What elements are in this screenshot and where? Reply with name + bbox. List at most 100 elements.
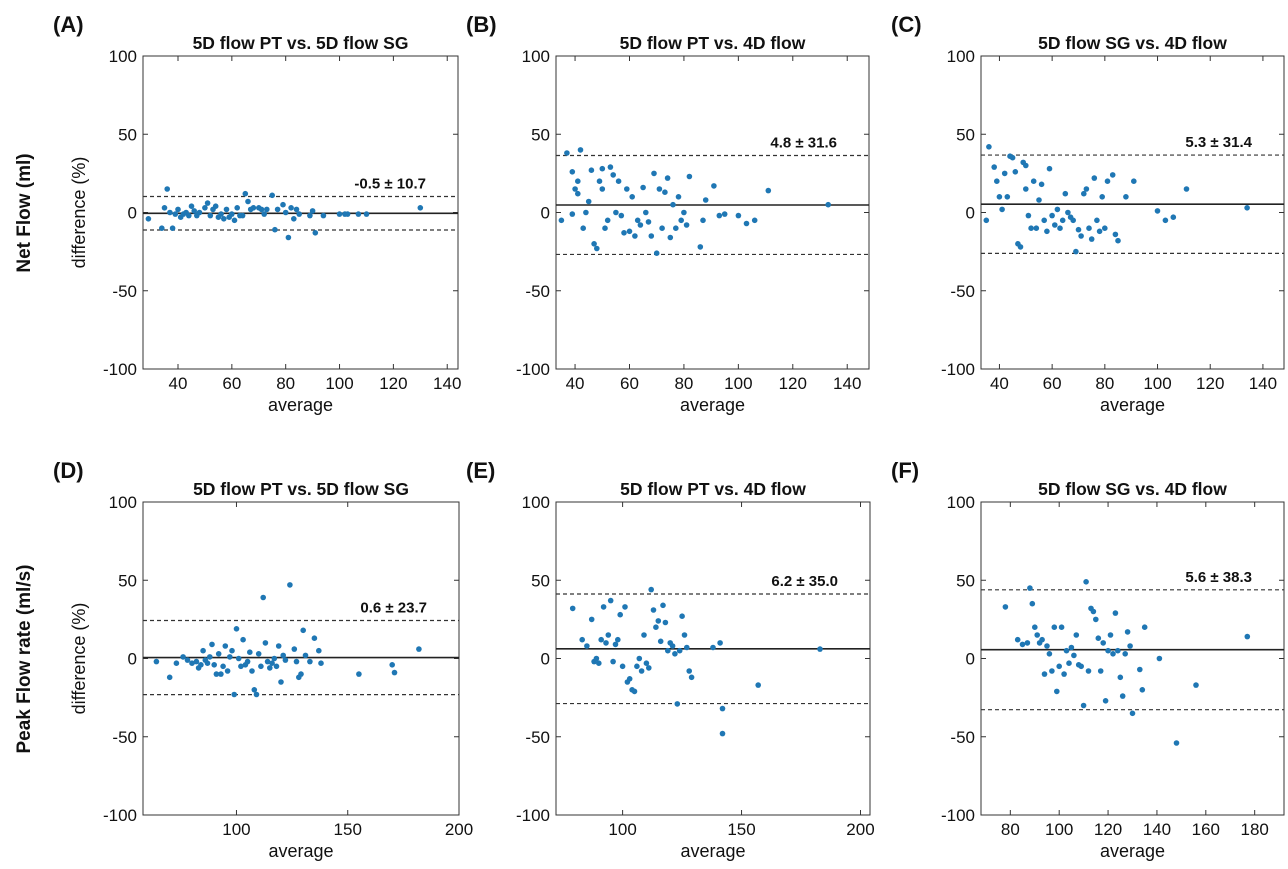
- chart-c-point: [1004, 194, 1011, 200]
- chart-b-point: [621, 230, 627, 236]
- chart-a-point: [196, 209, 203, 216]
- chart-c-point: [1078, 233, 1084, 239]
- chart-c-point: [1001, 170, 1008, 177]
- chart-d-point: [204, 660, 211, 666]
- chart-c-xtick-label: 60: [1043, 374, 1062, 393]
- chart-e-point: [665, 647, 671, 654]
- chart-d-xtick-label: 100: [222, 820, 250, 839]
- chart-a-point: [221, 216, 227, 222]
- chart-e-point: [626, 676, 633, 682]
- chart-d-point: [207, 654, 213, 660]
- chart-b-point: [662, 189, 668, 195]
- chart-a-stat-label: -0.5 ± 10.7: [354, 176, 426, 193]
- chart-d-point: [231, 691, 237, 698]
- chart-d-point: [264, 658, 271, 665]
- chart-c-point: [1023, 162, 1029, 169]
- chart-a-ytick-label: -100: [103, 360, 137, 379]
- chart-f-point: [1137, 666, 1143, 673]
- chart-f-point: [1083, 579, 1089, 585]
- chart-b-ytick-label: 50: [531, 125, 550, 144]
- chart-c-point: [1154, 208, 1161, 214]
- chart-f-point: [1090, 608, 1097, 615]
- chart-a-point: [239, 212, 246, 219]
- chart-a-point: [258, 206, 265, 213]
- chart-f-point: [1110, 651, 1116, 657]
- chart-d-point: [275, 643, 282, 649]
- chart-a-point: [229, 211, 235, 217]
- chart-f-point: [1193, 682, 1199, 688]
- chart-f-point: [1041, 671, 1048, 677]
- chart-c-ytick-label: -50: [950, 282, 975, 301]
- chart-b-point: [613, 209, 619, 216]
- chart-c-ytick-label: 50: [956, 125, 975, 144]
- chart-e-point: [648, 586, 654, 593]
- chart-a-point: [245, 198, 251, 205]
- chart-c-point: [1104, 178, 1111, 184]
- chart-d-point: [193, 658, 200, 665]
- chart-d-point: [240, 636, 246, 643]
- chart-a-point: [188, 203, 195, 209]
- chart-b-point: [599, 165, 606, 172]
- chart-e-point: [579, 636, 585, 643]
- chart-a-point: [363, 211, 370, 217]
- chart-a-point: [274, 206, 281, 213]
- chart-d-point: [227, 654, 233, 660]
- chart-b-point: [594, 245, 600, 252]
- chart-f-point: [1095, 635, 1102, 641]
- chart-d-ylabel: difference (%): [69, 603, 89, 715]
- chart-e-point: [688, 674, 695, 681]
- chart-f-point: [1044, 643, 1050, 649]
- chart-c-stat-label: 5.3 ± 31.4: [1185, 134, 1252, 151]
- chart-c-point: [1038, 181, 1045, 188]
- chart-e-point: [598, 636, 604, 643]
- chart-c-point: [999, 206, 1005, 213]
- chart-b-point: [591, 241, 597, 247]
- chart-a-xtick-label: 120: [379, 374, 407, 393]
- chart-e-point: [619, 663, 626, 670]
- chart-d-point: [271, 655, 278, 662]
- chart-c-panel-letter: (C): [891, 12, 922, 37]
- chart-b-point: [585, 198, 592, 205]
- chart-b-point: [721, 211, 728, 217]
- chart-c-xtick-label: 40: [990, 374, 1009, 393]
- chart-f-point: [1102, 698, 1109, 704]
- chart-b-point: [711, 183, 717, 189]
- chart-c-point: [1073, 248, 1079, 255]
- chart-d-ytick-label: -50: [112, 728, 137, 747]
- chart-e-xtick-label: 100: [608, 820, 636, 839]
- chart-f-point: [1034, 632, 1040, 638]
- chart-d: (D) 5D flow PT vs. 5D flow SG -100 -50 0 50 10…: [53, 458, 473, 861]
- chart-f-point: [1039, 636, 1045, 643]
- chart-e-point: [650, 607, 657, 613]
- chart-c-point: [983, 217, 990, 224]
- chart-b-point: [588, 167, 595, 173]
- chart-f-point: [1093, 616, 1099, 623]
- chart-a-point: [169, 225, 176, 231]
- chart-b-point: [675, 194, 682, 200]
- chart-c-xtick-label: 140: [1249, 374, 1277, 393]
- chart-f-point: [1122, 651, 1128, 657]
- chart-f-point: [1085, 668, 1092, 674]
- chart-b-point: [683, 222, 690, 228]
- chart-d-point: [211, 662, 217, 668]
- chart-b-point: [640, 184, 646, 191]
- chart-b-point: [700, 217, 706, 224]
- chart-a-point: [167, 209, 173, 216]
- chart-a-xtick-label: 140: [433, 374, 461, 393]
- chart-d-point: [189, 660, 195, 666]
- chart-f-ytick-label: 50: [956, 571, 975, 590]
- chart-b-point: [673, 225, 679, 231]
- chart-d-stat-label: 0.6 ± 23.7: [360, 599, 427, 616]
- chart-e-point: [638, 668, 645, 674]
- chart-e-point: [634, 663, 640, 670]
- chart-b-point: [686, 173, 693, 180]
- chart-b-point: [572, 186, 578, 192]
- chart-c-point: [1099, 194, 1105, 200]
- chart-a-xtick-label: 80: [276, 374, 295, 393]
- chart-f-point: [1124, 629, 1131, 635]
- chart-c-point: [986, 144, 992, 150]
- chart-d-point: [318, 660, 324, 666]
- chart-c-point: [1065, 209, 1071, 216]
- chart-c-point: [1046, 165, 1053, 172]
- chart-d-point: [251, 687, 258, 693]
